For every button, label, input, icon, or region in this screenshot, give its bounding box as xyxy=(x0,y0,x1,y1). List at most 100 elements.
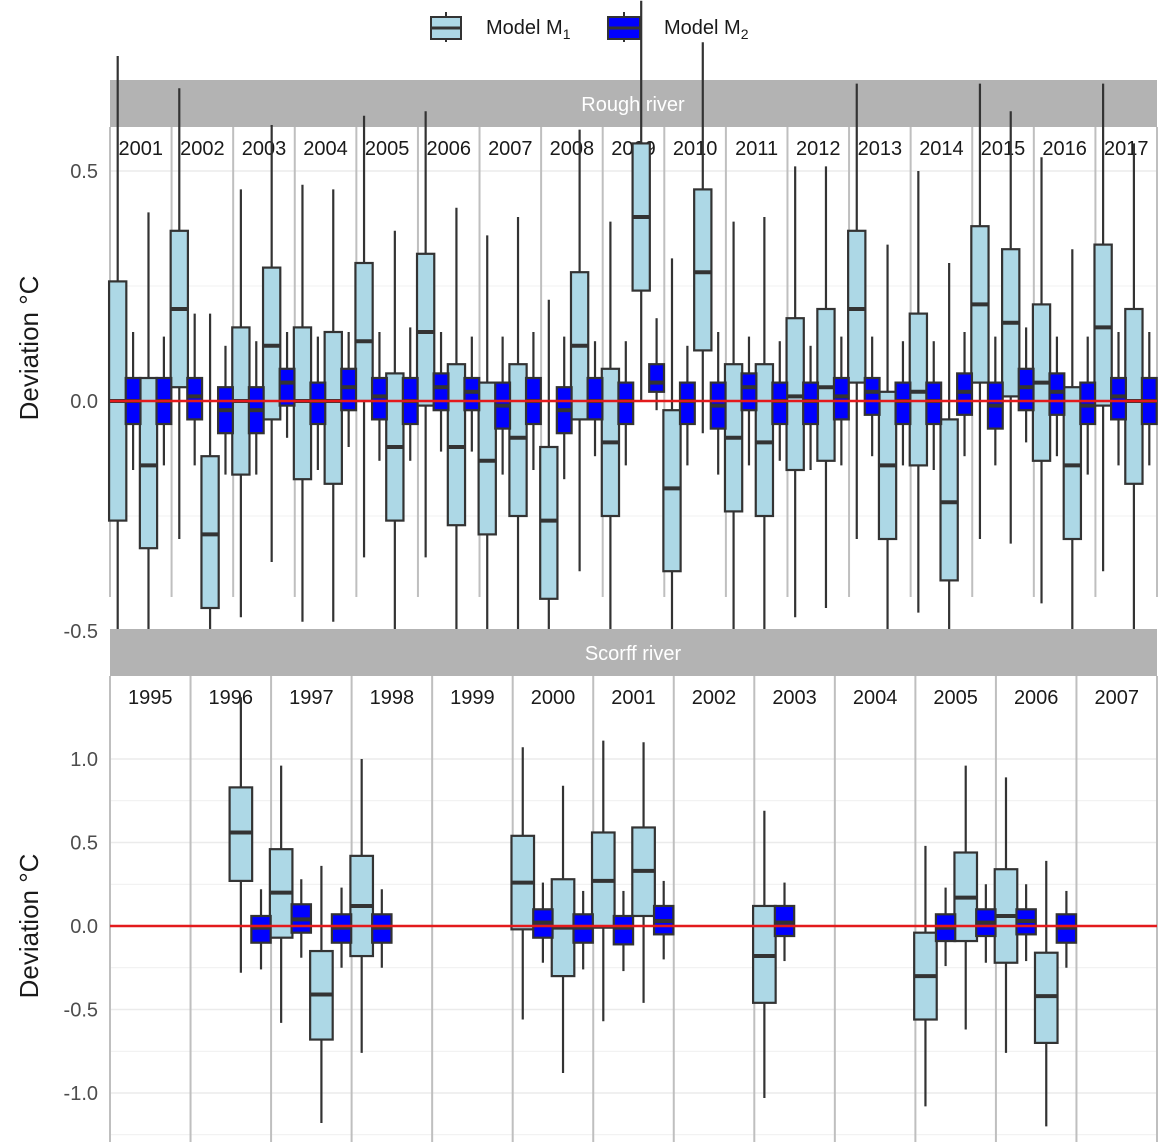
box-m1-2003-2 xyxy=(261,125,282,562)
box-m2-2005-2 xyxy=(975,884,997,963)
box-m1-2008-2 xyxy=(569,129,590,572)
box-m2-2009-2 xyxy=(648,318,666,411)
panel-title-scorff-river: Scorff river xyxy=(585,643,682,665)
box-m2-2012-2 xyxy=(832,336,850,466)
box-m2-2014-2 xyxy=(956,332,974,457)
y-tick-label: 1.0 xyxy=(70,749,98,771)
y-tick-label: 0.5 xyxy=(70,833,98,855)
box-m2-2003-2 xyxy=(278,332,296,438)
box-m1-2006-1 xyxy=(415,111,436,558)
year-label-1997: 1997 xyxy=(289,687,334,709)
box-m2-2006-1 xyxy=(1015,884,1037,962)
box-m1-2006-2 xyxy=(446,207,467,682)
y-tick-label: 0.0 xyxy=(70,391,98,413)
legend-key-model-m1 xyxy=(430,12,462,42)
box-m1-2003-1 xyxy=(751,810,777,1099)
box-m1-2017-1 xyxy=(1093,83,1113,572)
year-label-2001: 2001 xyxy=(119,138,164,160)
year-label-2015: 2015 xyxy=(981,138,1026,160)
box-m1-1997-1 xyxy=(268,765,294,1023)
box-m1-2005-2 xyxy=(953,765,979,1030)
year-label-1999: 1999 xyxy=(450,687,495,709)
y-axis-title-rough: Deviation °C xyxy=(14,276,44,421)
year-label-2005: 2005 xyxy=(933,687,978,709)
box-m1-2010-2 xyxy=(693,42,713,434)
box-m2-2005-1 xyxy=(370,332,388,461)
panel-scorff-river: Scorff river Deviation °C 1995 1996 1997 19… xyxy=(14,629,1158,1142)
box-m1-2001-2 xyxy=(138,212,159,710)
y-tick-label: 0.5 xyxy=(70,161,98,183)
panel-title-rough-river: Rough river xyxy=(581,94,685,116)
box-m1-2002-1 xyxy=(169,88,190,539)
box-m1-2015-1 xyxy=(970,83,990,539)
box-m2-2001-2 xyxy=(652,880,675,960)
panel-rough-river: Rough river Deviation °C 2001 2002 2003 200… xyxy=(14,0,1158,756)
year-label-2007: 2007 xyxy=(488,138,533,160)
box-m1-2009-1 xyxy=(600,221,621,659)
year-label-1995: 1995 xyxy=(128,687,173,709)
box-m1-2001-1 xyxy=(590,740,616,1022)
box-m2-2000-2 xyxy=(572,890,594,970)
box-m2-2000-1 xyxy=(532,882,554,963)
y-tick-label: -1.0 xyxy=(64,1083,98,1105)
year-label-1998: 1998 xyxy=(370,687,415,709)
year-label-2001: 2001 xyxy=(611,687,656,709)
y-axis-title-scorff: Deviation °C xyxy=(14,854,44,999)
year-label-2005: 2005 xyxy=(365,138,410,160)
box-m2-2003-1 xyxy=(247,341,265,475)
year-label-2016: 2016 xyxy=(1042,138,1087,160)
box-m1-2012-2 xyxy=(816,166,836,608)
year-label-1996: 1996 xyxy=(209,687,254,709)
box-m1-2005-1 xyxy=(913,845,938,1107)
year-label-2000: 2000 xyxy=(531,687,576,709)
y-tick-label: -0.5 xyxy=(64,1000,98,1022)
box-m2-2007-1 xyxy=(494,336,512,475)
box-m1-2016-2 xyxy=(1062,249,1083,682)
y-tick-label: 0.0 xyxy=(70,916,98,938)
box-m1-2006-2 xyxy=(1033,860,1059,1127)
box-m1-2013-1 xyxy=(847,83,867,539)
y-tick-label: -0.5 xyxy=(64,621,98,643)
year-label-2003: 2003 xyxy=(242,138,287,160)
box-m1-2013-2 xyxy=(877,244,898,682)
strip-scorff-river xyxy=(110,629,1157,676)
box-m2-1997-2 xyxy=(330,887,353,968)
year-label-2006: 2006 xyxy=(1014,687,1059,709)
box-m2-2003-1 xyxy=(773,882,796,962)
year-label-2004: 2004 xyxy=(853,687,898,709)
box-m2-2005-1 xyxy=(934,887,957,967)
box-m2-1998-1 xyxy=(371,889,393,968)
box-m2-2013-1 xyxy=(863,336,881,457)
box-m2-2016-1 xyxy=(1048,336,1066,457)
legend-label-model-m2: Model M2 xyxy=(664,17,749,42)
year-label-2012: 2012 xyxy=(796,138,841,160)
year-label-2002: 2002 xyxy=(692,687,737,709)
box-m1-2014-1 xyxy=(908,171,929,613)
year-label-2014: 2014 xyxy=(919,138,964,160)
box-m2-2017-1 xyxy=(1110,332,1127,466)
box-m2-1996-2 xyxy=(250,889,272,970)
year-label-2002: 2002 xyxy=(180,138,225,160)
year-label-2017: 2017 xyxy=(1104,138,1149,160)
box-m2-2016-2 xyxy=(1079,336,1097,475)
year-label-2013: 2013 xyxy=(858,138,903,160)
legend-key-model-m2 xyxy=(607,12,641,42)
box-m2-2002-1 xyxy=(186,313,204,466)
box-m1-2001-2 xyxy=(631,742,656,1003)
box-m2-2015-1 xyxy=(986,336,1004,466)
box-m1-2000-1 xyxy=(510,747,536,1020)
legend-label-model-m1: Model M1 xyxy=(486,17,571,42)
box-m1-1997-2 xyxy=(309,865,334,1124)
year-label-2008: 2008 xyxy=(550,138,595,160)
box-m2-2001-1 xyxy=(612,890,635,972)
box-m2-2002-2 xyxy=(216,345,234,475)
box-m1-2000-2 xyxy=(550,785,576,1073)
box-m1-2007-1 xyxy=(477,235,497,673)
legend: Model M1 Model M2 xyxy=(430,12,749,42)
year-label-2007: 2007 xyxy=(1094,687,1139,709)
year-label-2010: 2010 xyxy=(673,138,718,160)
box-m2-2008-1 xyxy=(555,336,573,480)
year-label-2011: 2011 xyxy=(735,138,778,160)
box-m1-2005-1 xyxy=(354,115,374,558)
